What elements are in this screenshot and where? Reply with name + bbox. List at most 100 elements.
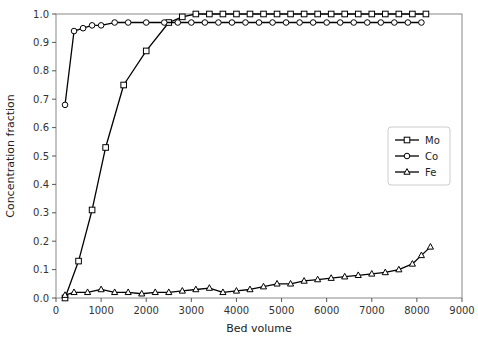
point	[392, 20, 398, 26]
x-tick	[281, 298, 282, 302]
y-tick-label: 0.6	[33, 122, 49, 133]
point	[89, 207, 95, 213]
point	[274, 11, 280, 17]
point	[233, 288, 239, 294]
series	[62, 11, 428, 301]
chart: 01000200030004000500060007000800090000.0…	[0, 0, 478, 340]
x-tick	[371, 298, 372, 302]
y-tick-label: 0.2	[33, 236, 49, 247]
background	[0, 0, 478, 340]
point	[62, 102, 68, 108]
x-tick-label: 4000	[224, 305, 249, 316]
point	[84, 289, 90, 295]
point	[193, 11, 199, 17]
point	[315, 276, 321, 282]
x-tick	[191, 298, 192, 302]
plot-area	[62, 11, 434, 301]
point	[328, 275, 334, 281]
x-tick-label: 0	[53, 305, 59, 316]
series-line	[65, 247, 430, 295]
y-tick	[52, 42, 56, 43]
point	[247, 11, 253, 17]
y-tick-label: 0.5	[33, 151, 49, 162]
point	[418, 252, 424, 258]
point	[98, 23, 104, 29]
series-line	[65, 14, 426, 298]
point	[405, 20, 411, 26]
point	[297, 20, 303, 26]
x-tick	[236, 298, 237, 302]
point	[193, 286, 199, 292]
point	[364, 20, 370, 26]
x-tick-label: 9000	[449, 305, 474, 316]
point	[98, 286, 104, 292]
point	[180, 14, 186, 20]
point	[337, 20, 343, 26]
point	[288, 11, 294, 17]
point	[76, 258, 82, 264]
point	[274, 280, 280, 286]
y-tick	[52, 14, 56, 15]
plot-frame	[56, 14, 462, 298]
x-tick	[101, 298, 102, 302]
point	[125, 289, 131, 295]
point	[301, 278, 307, 284]
y-tick-label: 0.3	[33, 207, 49, 218]
point	[89, 23, 95, 29]
x-tick-label: 1000	[88, 305, 113, 316]
y-tick-label: 0.8	[33, 65, 49, 76]
point	[270, 20, 276, 26]
point	[139, 290, 145, 296]
y-tick-label: 1.0	[33, 9, 49, 20]
point	[342, 11, 348, 17]
x-tick	[326, 298, 327, 302]
y-tick	[52, 269, 56, 270]
point	[256, 20, 262, 26]
point	[261, 11, 267, 17]
point	[423, 11, 429, 17]
point	[409, 261, 415, 267]
x-tick-label: 2000	[133, 305, 158, 316]
point	[62, 292, 68, 298]
point	[243, 20, 249, 26]
x-tick-label: 6000	[314, 305, 339, 316]
point	[152, 289, 158, 295]
legend-label: Co	[425, 151, 438, 162]
point	[351, 20, 357, 26]
x-tick-label: 3000	[179, 305, 204, 316]
point	[220, 11, 226, 17]
point	[71, 289, 77, 295]
point	[121, 82, 127, 88]
series-line	[65, 23, 421, 105]
point	[71, 28, 77, 34]
y-tick-label: 0.9	[33, 37, 49, 48]
point	[166, 289, 172, 295]
y-tick	[52, 99, 56, 100]
point	[220, 289, 226, 295]
point	[207, 11, 213, 17]
point	[396, 11, 402, 17]
x-tick	[56, 298, 57, 302]
y-tick	[52, 127, 56, 128]
x-tick-label: 5000	[269, 305, 294, 316]
y-tick	[52, 184, 56, 185]
point	[189, 20, 195, 26]
point	[410, 11, 416, 17]
legend-marker	[404, 169, 410, 175]
point	[247, 286, 253, 292]
legend-marker	[404, 137, 410, 143]
point	[283, 20, 289, 26]
point	[234, 11, 240, 17]
point	[342, 273, 348, 279]
legend-box	[388, 127, 450, 185]
point	[112, 289, 118, 295]
point	[369, 11, 375, 17]
point	[260, 283, 266, 289]
y-tick-label: 0.4	[33, 179, 49, 190]
point	[179, 288, 185, 294]
point	[427, 244, 433, 250]
point	[328, 11, 334, 17]
point	[112, 20, 118, 26]
point	[301, 11, 307, 17]
point	[80, 25, 86, 31]
